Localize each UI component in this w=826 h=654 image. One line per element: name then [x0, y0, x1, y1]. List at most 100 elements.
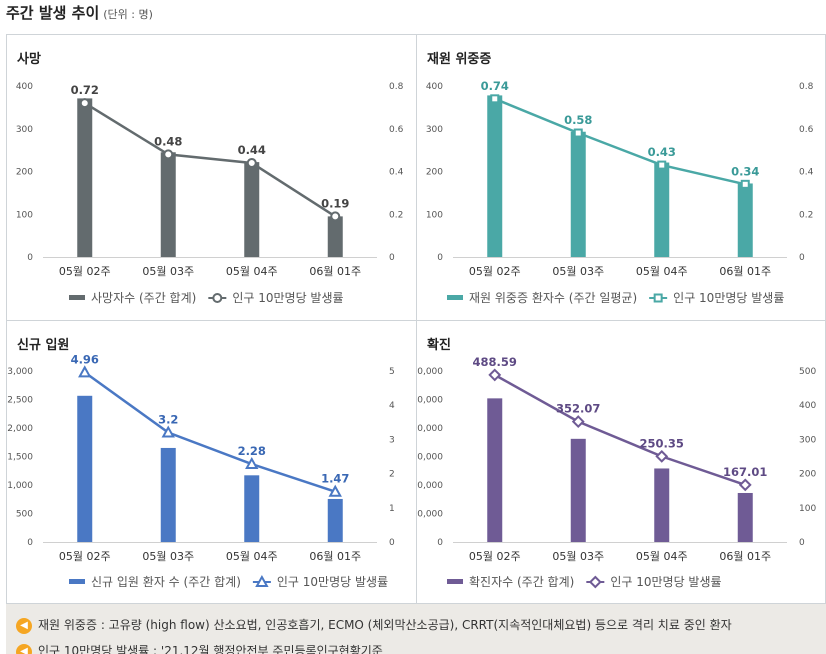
- bar: [160, 152, 176, 257]
- rate-data-label: 0.72: [71, 83, 99, 97]
- y-left-tick-label: 400: [16, 82, 33, 92]
- x-tick-label: 05월 02주: [469, 265, 521, 278]
- y-left-tick-label: 200: [426, 168, 443, 178]
- chart-panel-critical: 재원 위중증 0 100 200 300 400 0 0.2 0.4 0.6 0.8 05월 02주 0…: [417, 35, 825, 319]
- bar: [654, 468, 670, 542]
- x-tick-label: 05월 04주: [226, 265, 278, 278]
- rate-data-label: 1.47: [321, 472, 349, 486]
- bar: [244, 475, 260, 542]
- legend-bar-swatch: [447, 579, 463, 584]
- rate-point: [740, 179, 750, 189]
- rate-line: [84, 102, 336, 218]
- x-tick-label: 05월 03주: [142, 265, 194, 278]
- bar: [244, 162, 260, 257]
- bar: [487, 398, 503, 542]
- y-left-tick-label: 3,000: [7, 367, 33, 377]
- rate-data-label: 0.34: [731, 164, 759, 178]
- chart-admissions-svg: 신규 입원 0 500 1,000 1,500 2,000 2,500 3,000 0 1 2 3 4 5…: [7, 338, 395, 589]
- x-tick-label: 05월 03주: [552, 265, 604, 278]
- speaker-icon: ◀: [16, 617, 32, 634]
- x-tick-label: 05월 02주: [469, 550, 521, 563]
- y-right-tick-label: 0: [389, 253, 395, 263]
- y-right-tick-label: 500: [799, 367, 816, 377]
- y-left-tick-label: 500: [16, 510, 33, 520]
- legend-line-label: 인구 10만명당 발생률: [610, 575, 721, 589]
- legend-line-label: 인구 10만명당 발생률: [673, 291, 784, 305]
- footer-note: ◀ 인구 10만명당 발생률 : '21.12월 행정안전부 주민등록인구현황기준: [16, 642, 383, 654]
- bar: [327, 498, 343, 542]
- y-left-tick-label: 100: [426, 210, 443, 220]
- bar: [160, 447, 176, 542]
- rate-data-label: 488.59: [473, 355, 517, 369]
- legend-bar-label: 확진자수 (주간 합계): [469, 575, 574, 589]
- bar: [737, 492, 753, 542]
- y-left-tick-label: 1,500: [7, 453, 33, 463]
- rate-data-label: 0.44: [238, 143, 266, 157]
- y-right-tick-label: 4: [389, 401, 395, 411]
- rate-data-label: 250.35: [640, 436, 684, 450]
- chart-panel-admissions: 신규 입원 0 500 1,000 1,500 2,000 2,500 3,000 0 1 2 3 4 5…: [7, 321, 415, 603]
- rate-point: [571, 415, 585, 429]
- rate-point: [78, 365, 92, 378]
- bar: [737, 183, 753, 257]
- chart-title: 신규 입원: [17, 338, 69, 353]
- y-right-tick-label: 5: [389, 367, 395, 377]
- y-left-tick-label: 150,000: [417, 453, 443, 463]
- legend-bar-label: 사망자수 (주간 합계): [91, 291, 196, 305]
- legend-bar-swatch: [69, 579, 85, 584]
- rate-point: [738, 478, 752, 492]
- rate-point: [79, 98, 90, 109]
- y-right-tick-label: 0: [799, 253, 805, 263]
- x-tick-label: 06월 01주: [719, 550, 771, 563]
- rate-point: [246, 157, 257, 168]
- unit-note: (단위 : 명): [103, 8, 153, 21]
- page-title: 주간 발생 추이 (단위 : 명): [6, 4, 153, 22]
- y-left-tick-label: 2,000: [7, 424, 33, 434]
- y-left-tick-label: 300,000: [417, 367, 443, 377]
- y-left-tick-label: 50,000: [417, 510, 443, 520]
- x-tick-label: 05월 04주: [636, 550, 688, 563]
- footer-notes: ◀ 재원 위중증 : 고유량 (high flow) 산소요법, 인공호흡기, E…: [6, 604, 826, 654]
- y-left-tick-label: 300: [426, 125, 443, 135]
- rate-data-label: 167.01: [723, 465, 767, 479]
- y-right-tick-label: 200: [799, 470, 816, 480]
- rate-data-label: 0.48: [154, 134, 182, 148]
- panel-divider-vertical: [416, 34, 417, 604]
- y-right-tick-label: 0.2: [799, 210, 813, 220]
- chart-panel-deaths: 사망 0 100 200 300 400 0 0.2 0.4 0.6 0.8 05월 02주 05월 0…: [7, 35, 415, 319]
- bar: [327, 216, 343, 257]
- y-right-tick-label: 0: [389, 538, 395, 548]
- x-tick-label: 06월 01주: [309, 550, 361, 563]
- rate-point: [490, 94, 500, 104]
- legend-marker-icon: [255, 574, 269, 587]
- x-tick-label: 05월 04주: [226, 550, 278, 563]
- chart-title: 재원 위중증: [427, 52, 491, 67]
- rate-data-label: 0.19: [321, 196, 349, 210]
- chart-confirmed-svg: 확진 0 50,000 100,000 150,000 200,000 250,000 300…: [417, 337, 816, 589]
- rate-data-label: 352.07: [556, 402, 600, 416]
- x-tick-label: 05월 03주: [142, 550, 194, 563]
- chart-title: 사망: [17, 51, 41, 67]
- rate-line: [494, 97, 746, 186]
- rate-line: [494, 373, 746, 487]
- legend-bar-swatch: [447, 295, 463, 300]
- y-right-tick-label: 0: [799, 538, 805, 548]
- x-tick-label: 06월 01주: [719, 265, 771, 278]
- y-right-tick-label: 0.8: [799, 82, 814, 92]
- legend-bar-label: 신규 입원 환자 수 (주간 합계): [91, 575, 241, 589]
- legend-bar-label: 재원 위중증 환자수 (주간 일평균): [469, 291, 637, 305]
- rate-point: [330, 211, 341, 222]
- y-right-tick-label: 2: [389, 470, 395, 480]
- y-left-tick-label: 200: [16, 168, 33, 178]
- legend-bar-swatch: [69, 295, 85, 300]
- speaker-icon: ◀: [16, 643, 32, 654]
- y-right-tick-label: 400: [799, 401, 816, 411]
- panel-divider-horizontal: [6, 320, 826, 321]
- y-left-tick-label: 250,000: [417, 396, 443, 406]
- y-left-tick-label: 2,500: [7, 396, 33, 406]
- y-right-tick-label: 0.4: [799, 168, 814, 178]
- y-right-tick-label: 3: [389, 435, 395, 445]
- rate-point: [488, 368, 502, 382]
- legend-line-label: 인구 10만명당 발생률: [232, 291, 343, 305]
- y-left-tick-label: 100,000: [417, 481, 443, 491]
